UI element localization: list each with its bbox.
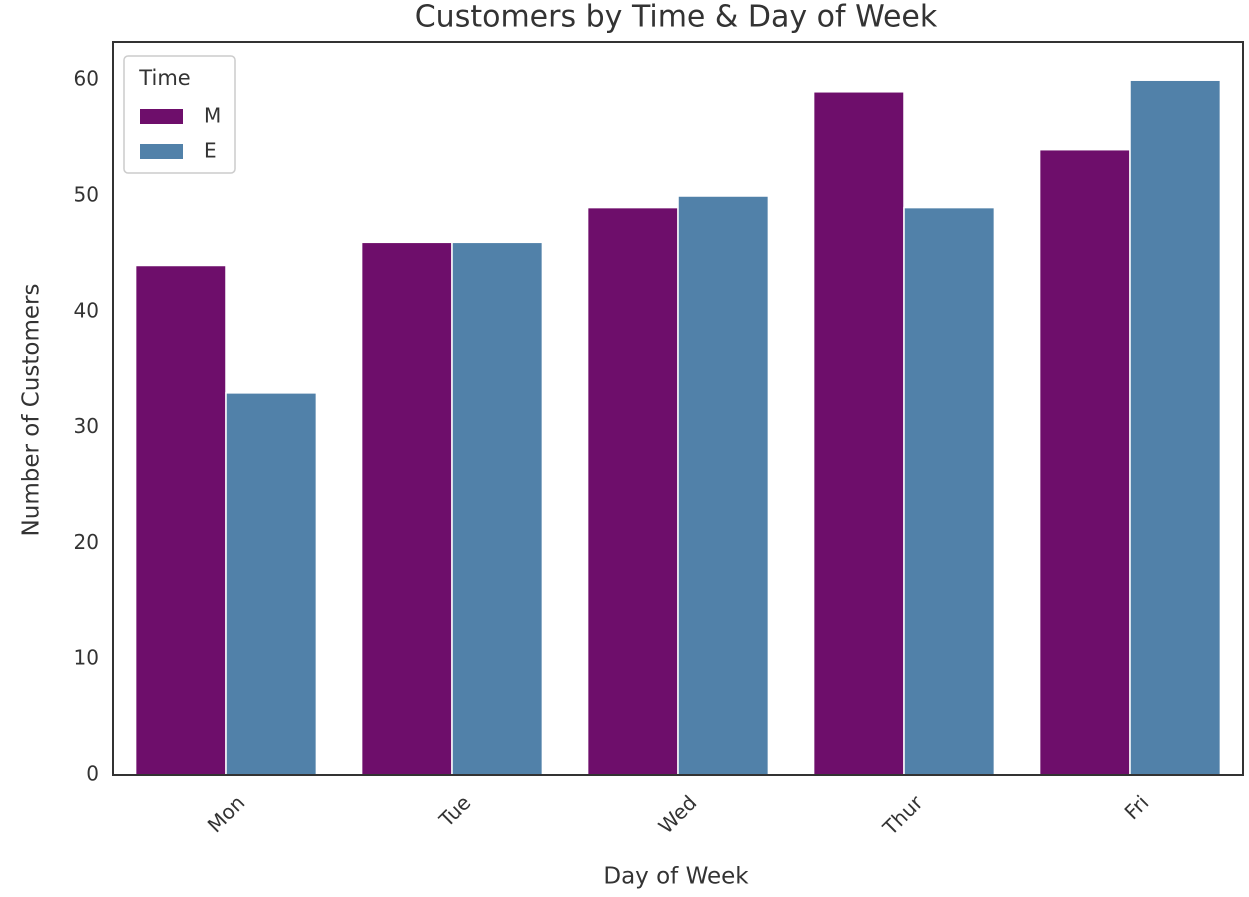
y-tick-label: 0 — [86, 762, 99, 786]
x-tick-label: Thur — [877, 790, 928, 841]
bar — [360, 241, 453, 776]
y-tick-label: 40 — [74, 298, 99, 322]
x-axis-label: Day of Week — [603, 864, 749, 890]
y-tick-label: 60 — [74, 67, 99, 91]
y-axis-label: Number of Customers — [19, 284, 45, 537]
legend-title: Time — [138, 66, 190, 90]
legend-label: M — [204, 104, 221, 128]
y-tick-label: 50 — [74, 183, 99, 207]
bar — [134, 264, 227, 776]
bar — [451, 241, 544, 776]
bar — [677, 195, 770, 776]
plot-frame — [112, 41, 1244, 776]
x-tick-label: Mon — [203, 790, 250, 837]
bar — [1038, 148, 1131, 776]
x-tick-label: Tue — [434, 790, 476, 832]
y-tick-label: 10 — [74, 646, 99, 670]
legend-swatch — [140, 144, 183, 159]
bar — [1129, 79, 1222, 776]
bar — [225, 392, 318, 776]
x-tick-label: Fri — [1120, 790, 1154, 824]
x-tick-label: Wed — [654, 790, 702, 838]
legend-swatch — [140, 109, 183, 124]
y-tick-label: 30 — [74, 414, 99, 438]
legend-label: E — [204, 139, 217, 163]
y-tick-label: 20 — [74, 530, 99, 554]
bar — [586, 206, 679, 776]
chart-title: Customers by Time & Day of Week — [415, 0, 938, 35]
bar — [903, 206, 996, 776]
bar — [812, 91, 905, 776]
